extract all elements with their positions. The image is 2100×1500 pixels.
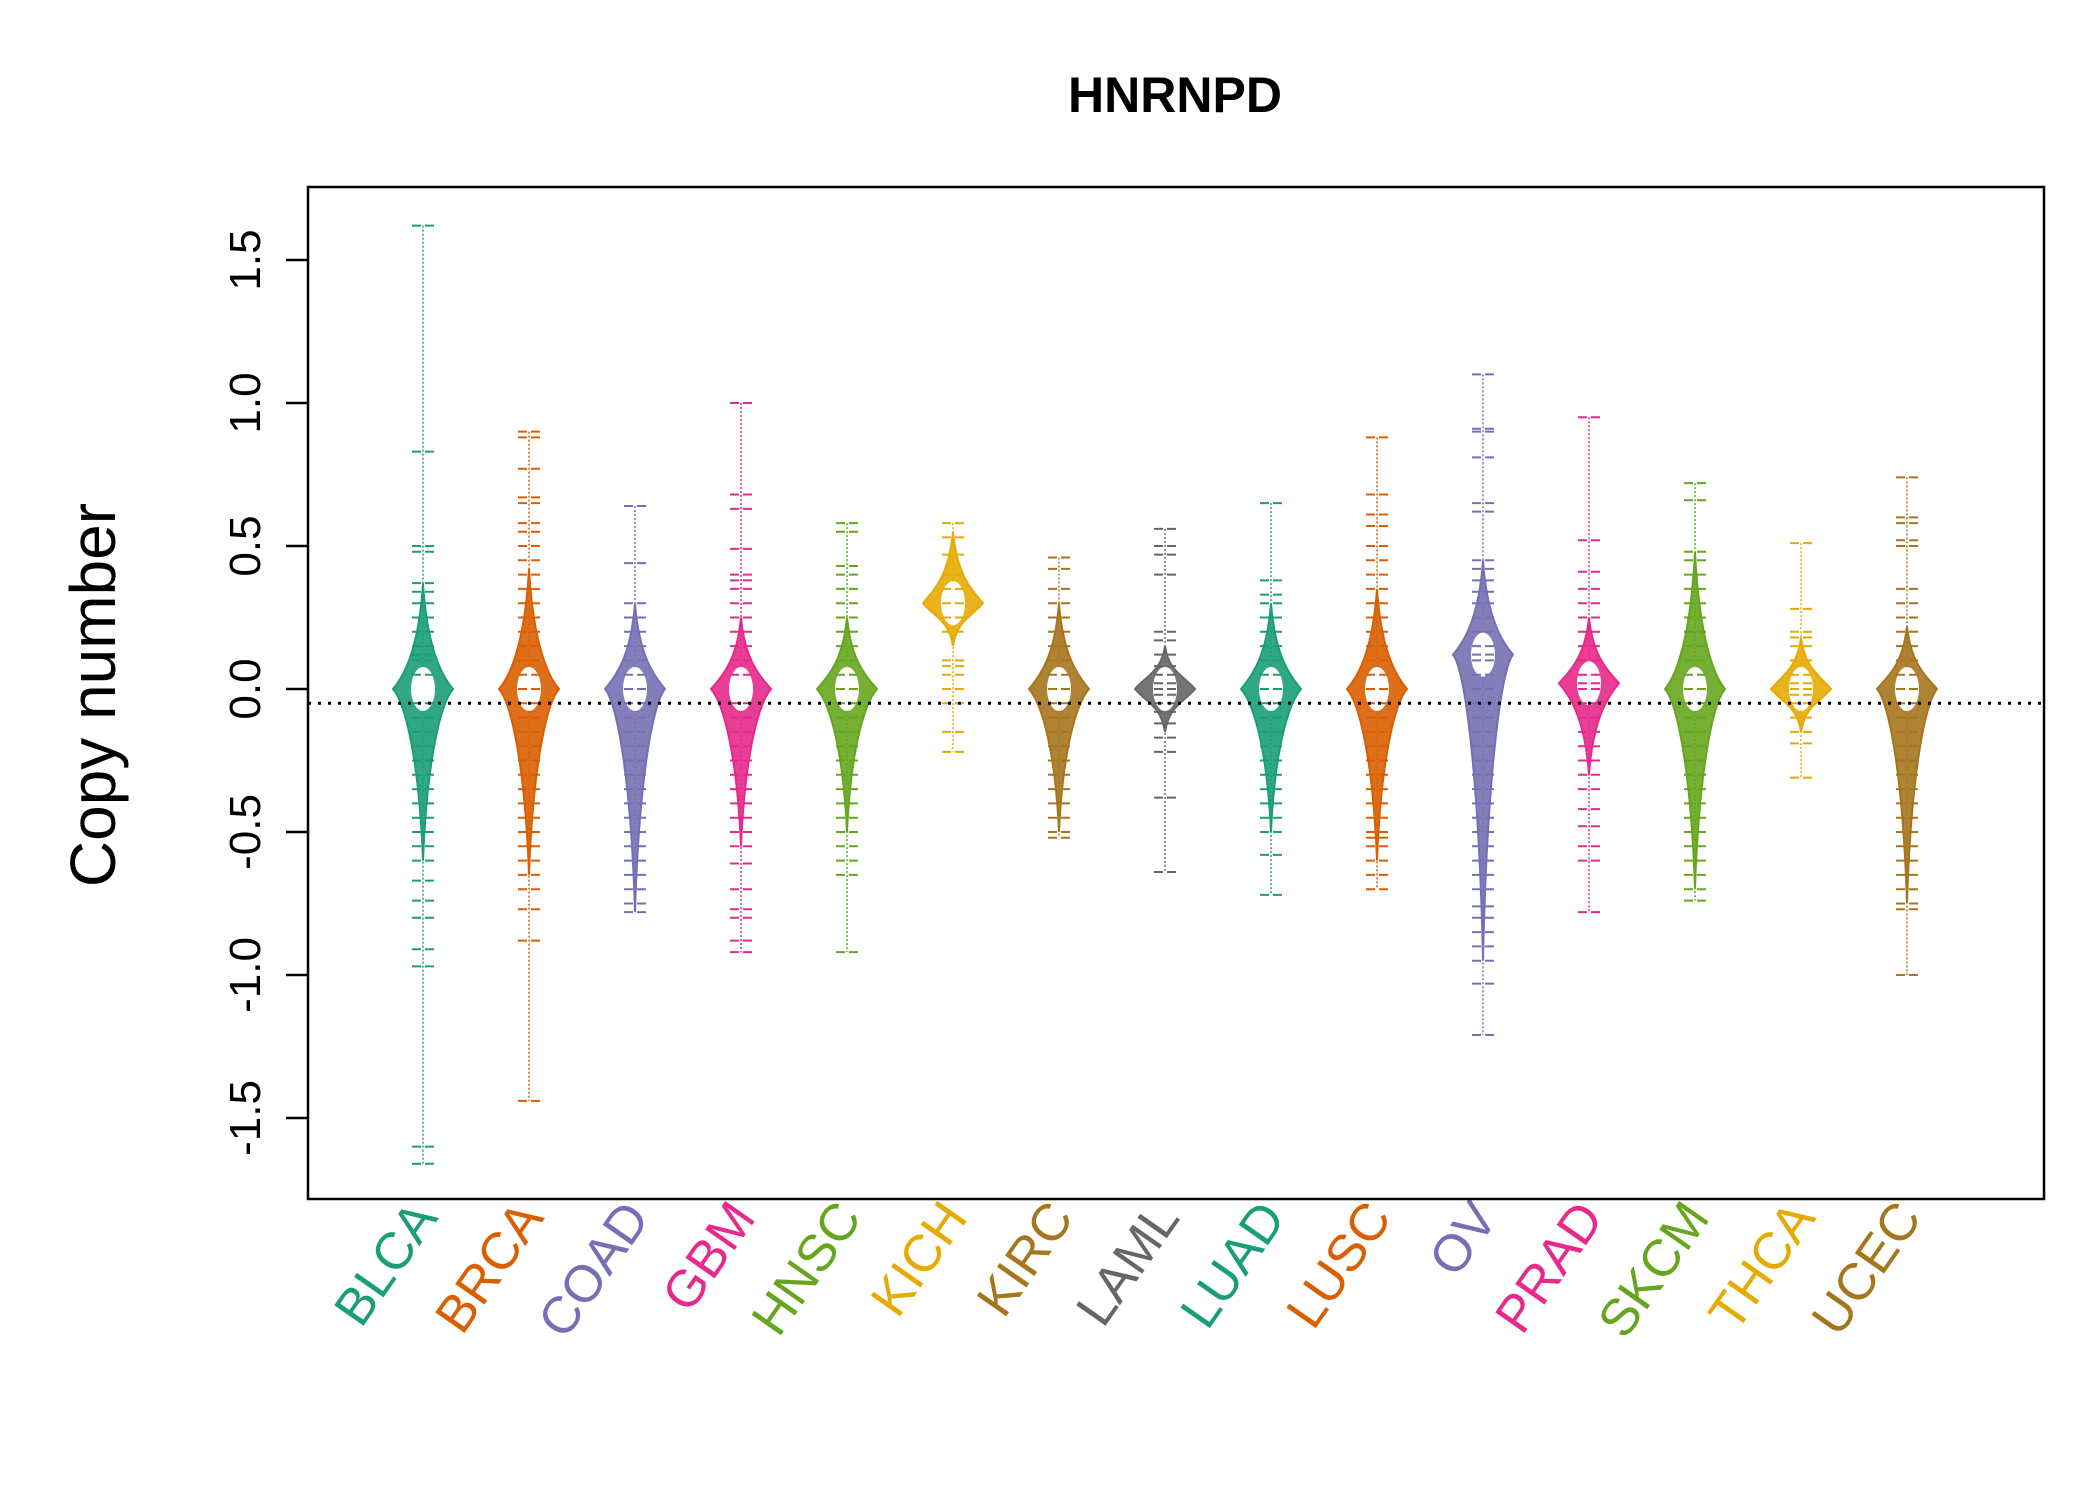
violin-body	[1345, 588, 1409, 861]
violin-hnsc	[815, 522, 879, 954]
violin-series-group	[391, 224, 1939, 1165]
violin-ov	[1451, 373, 1515, 1037]
violin-kirc	[1027, 556, 1091, 839]
y-tick-label: -1.0	[221, 937, 270, 1013]
violin-thca	[1769, 542, 1833, 779]
violin-center	[1577, 661, 1601, 706]
violin-center	[1471, 632, 1495, 677]
y-axis: -1.5 -1.0 -0.5 0.0 0.5 1.0 1.5	[221, 229, 308, 1156]
plot-frame	[306, 185, 2046, 1201]
violin-center	[1259, 667, 1283, 711]
violin-body	[1239, 603, 1303, 833]
violin-body	[1875, 625, 1939, 904]
violin-prad	[1557, 416, 1621, 914]
y-tick-label: 1.0	[221, 372, 270, 433]
y-tick-label: -0.5	[221, 794, 270, 870]
violin-laml	[1133, 527, 1197, 874]
violin-body	[815, 617, 879, 833]
y-tick-label: 0.0	[221, 658, 270, 719]
violin-body	[391, 583, 455, 861]
violin-center	[729, 667, 753, 711]
violin-brca	[497, 430, 561, 1102]
violin-center	[1365, 667, 1389, 711]
y-tick-label: 0.5	[221, 515, 270, 576]
violin-coad	[603, 504, 667, 914]
violin-center	[411, 667, 435, 711]
violin-lusc	[1345, 436, 1409, 891]
violin-skcm	[1663, 482, 1727, 902]
y-tick-label: -1.5	[221, 1080, 270, 1156]
violin-center	[1683, 667, 1707, 711]
violin-body	[1663, 551, 1727, 890]
violin-center	[941, 581, 965, 626]
violin-body	[497, 568, 561, 875]
violin-luad	[1239, 502, 1303, 896]
violin-blca	[391, 224, 455, 1165]
violin-body	[603, 603, 667, 913]
violin-center	[1895, 667, 1919, 711]
violin-gbm	[709, 402, 773, 954]
violin-body	[1451, 560, 1515, 961]
violin-ucec	[1875, 476, 1939, 976]
violin-center	[835, 667, 859, 711]
violin-center	[1047, 667, 1071, 711]
violin-center	[1153, 667, 1177, 711]
violin-center	[1789, 667, 1813, 711]
y-axis-label: Copy number	[57, 503, 129, 887]
violin-kich	[921, 522, 985, 753]
y-tick-label: 1.5	[221, 229, 270, 290]
violin-center	[517, 667, 541, 711]
violin-body	[1027, 603, 1091, 833]
violin-body	[709, 617, 773, 847]
chart-title: HNRNPD	[1068, 67, 1282, 123]
violin-center	[623, 667, 647, 711]
